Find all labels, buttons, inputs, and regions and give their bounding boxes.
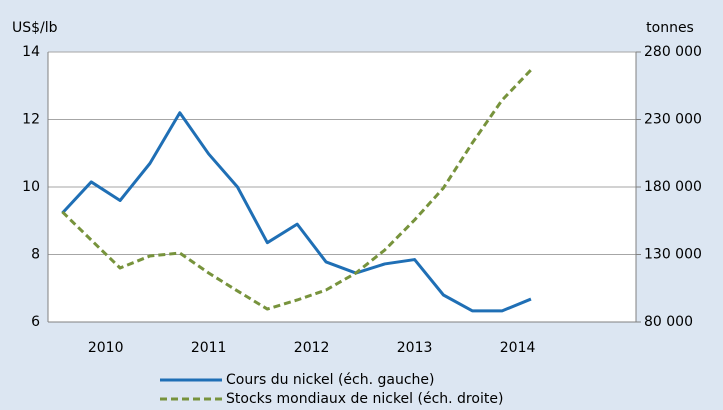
legend-label: Stocks mondiaux de nickel (éch. droite) [226,391,503,407]
y-tick-label: 10 [22,179,40,195]
y2-axis-label: tonnes [646,20,694,36]
y2-tick-label: 80 000 [644,314,693,330]
y2-tick-label: 230 000 [644,112,702,128]
y-tick-label: 12 [22,112,40,128]
y-axis-label: US$/lb [12,20,58,36]
y2-tick-label: 180 000 [644,179,702,195]
x-tick-label: 2013 [397,340,433,356]
y2-tick-label: 130 000 [644,247,702,263]
y-tick-label: 14 [22,44,40,60]
series-line [61,111,532,313]
x-tick-label: 2010 [88,340,124,356]
legend-label: Cours du nickel (éch. gauche) [226,372,434,388]
y-tick-label: 6 [31,314,40,330]
y2-tick-label: 280 000 [644,44,702,60]
x-tick-label: 2011 [191,340,227,356]
x-tick-label: 2014 [500,340,536,356]
y-tick-label: 8 [31,247,40,263]
series-line [61,68,533,311]
x-tick-label: 2012 [294,340,330,356]
